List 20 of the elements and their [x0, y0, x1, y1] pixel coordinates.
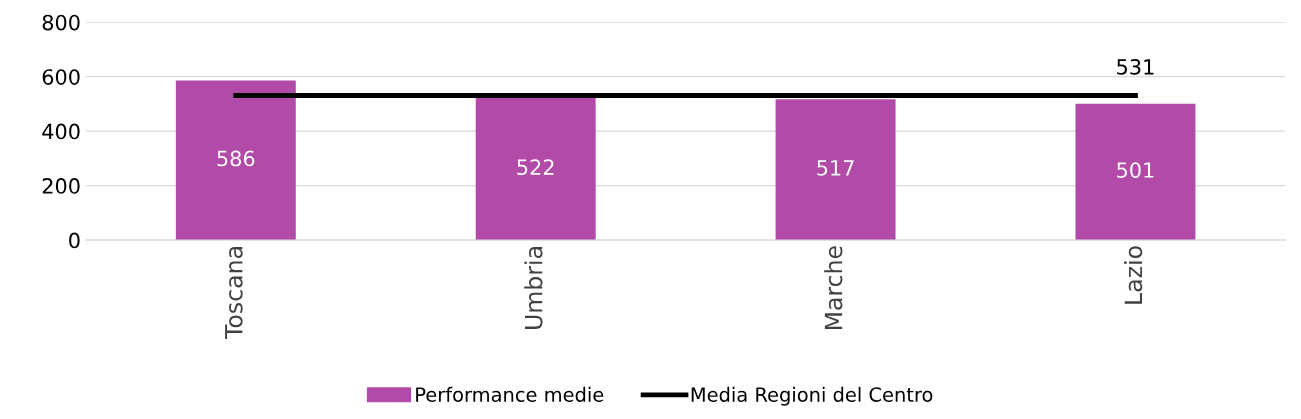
bar	[475, 97, 596, 241]
y-tick-label: 400	[42, 123, 80, 140]
bar	[775, 99, 896, 241]
data-label: 522	[517, 159, 554, 176]
x-tick-label: Marche	[824, 246, 843, 330]
data-label: 501	[1117, 162, 1154, 178]
legend-label: Media Regioni del Centro	[691, 386, 933, 406]
x-tick-label: Toscana	[225, 247, 243, 340]
x-tick-label: Umbria	[524, 247, 543, 329]
legend-label: Performance medie	[416, 386, 604, 402]
data-label: 531	[1117, 59, 1154, 75]
bar	[175, 80, 296, 241]
y-tick-label: 200	[42, 178, 80, 194]
y-tick-label: 0	[69, 232, 80, 249]
bar	[1075, 103, 1196, 241]
y-tick-label: 800	[42, 14, 80, 31]
data-label: 586	[217, 150, 255, 167]
y-tick-label: 600	[42, 69, 80, 85]
data-label: 517	[817, 160, 854, 176]
x-tick-label: Lazio	[1124, 246, 1143, 304]
